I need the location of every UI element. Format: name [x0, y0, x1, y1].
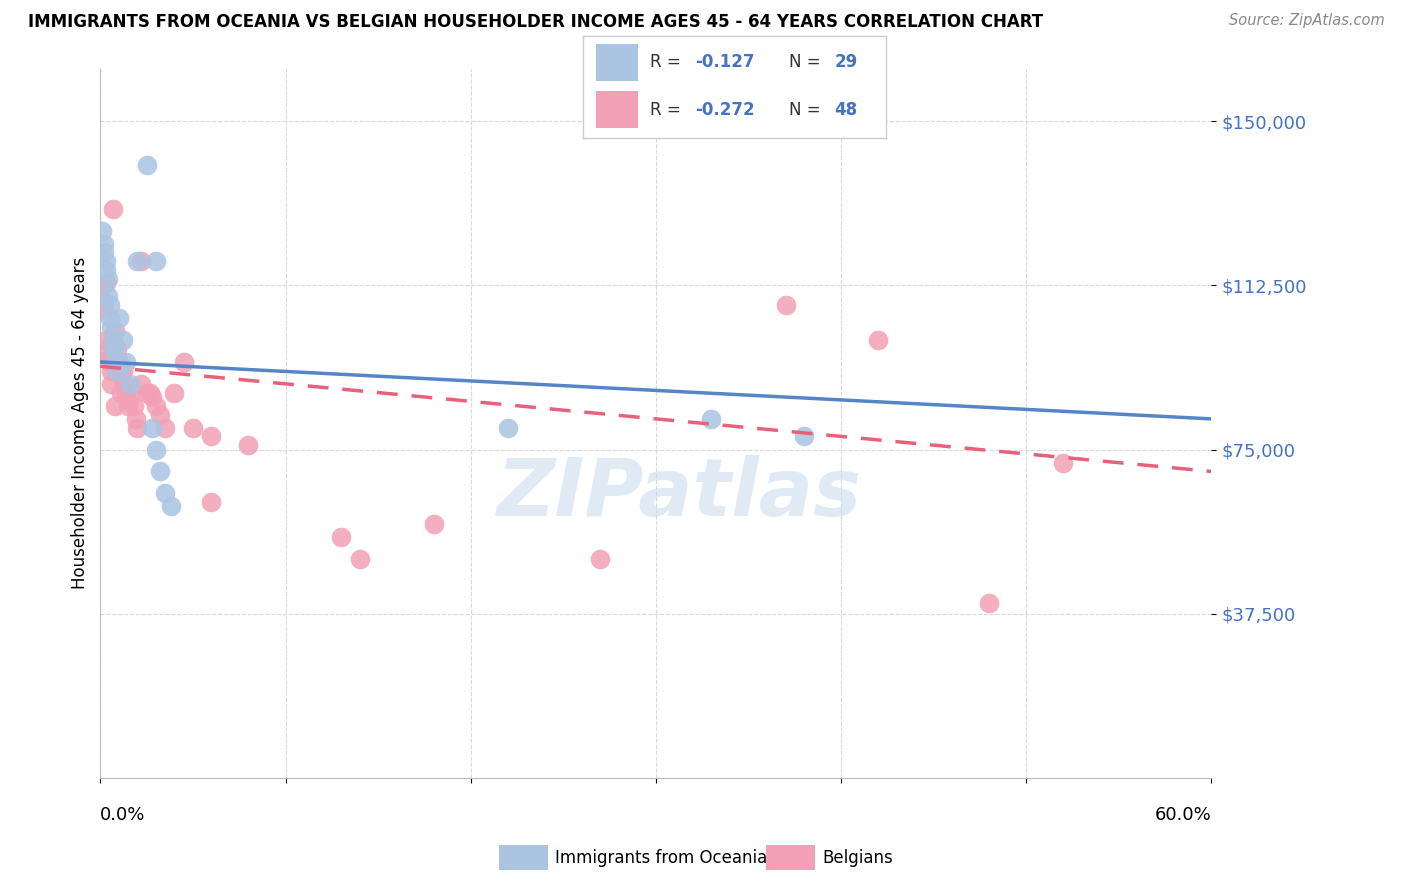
Point — [98, 355, 121, 369]
Point — [94, 263, 117, 277]
Point — [103, 333, 125, 347]
Text: Source: ZipAtlas.com: Source: ZipAtlas.com — [1229, 13, 1385, 29]
Point — [868, 333, 890, 347]
Point — [91, 223, 114, 237]
Point — [153, 486, 176, 500]
Text: 60.0%: 60.0% — [1154, 806, 1212, 824]
Point — [98, 351, 121, 365]
Point — [124, 412, 146, 426]
Point — [129, 376, 152, 391]
Point — [496, 420, 519, 434]
Point — [149, 465, 172, 479]
Point — [105, 342, 128, 356]
Point — [127, 254, 149, 268]
Point — [111, 364, 134, 378]
Point — [422, 516, 444, 531]
Point — [145, 399, 167, 413]
Point — [104, 351, 127, 365]
Point — [173, 355, 195, 369]
Text: Immigrants from Oceania: Immigrants from Oceania — [555, 849, 768, 867]
Point — [145, 442, 167, 457]
Bar — [596, 91, 638, 128]
Point — [181, 420, 204, 434]
Point — [129, 254, 152, 268]
Point — [141, 390, 163, 404]
Point — [98, 298, 121, 312]
Point — [94, 333, 117, 347]
Text: -0.127: -0.127 — [696, 54, 755, 71]
Point — [93, 293, 115, 308]
Point — [153, 420, 176, 434]
Point — [115, 355, 138, 369]
Text: 48: 48 — [834, 101, 858, 119]
Y-axis label: Householder Income Ages 45 - 64 years: Householder Income Ages 45 - 64 years — [72, 257, 89, 590]
Point — [775, 298, 797, 312]
Point — [127, 420, 149, 434]
Point — [115, 385, 138, 400]
Text: N =: N = — [789, 101, 825, 119]
Point — [330, 530, 353, 544]
Text: 0.0%: 0.0% — [100, 806, 146, 824]
Point — [94, 276, 117, 290]
Point — [793, 429, 815, 443]
Point — [145, 254, 167, 268]
Point — [111, 333, 134, 347]
Point — [97, 289, 120, 303]
Text: R =: R = — [650, 54, 686, 71]
Point — [93, 245, 115, 260]
Point — [108, 311, 131, 326]
Point — [135, 385, 157, 400]
Point — [110, 385, 132, 400]
Point — [349, 552, 371, 566]
Point — [135, 158, 157, 172]
Text: N =: N = — [789, 54, 825, 71]
Point — [105, 364, 128, 378]
Point — [589, 552, 612, 566]
Point — [100, 376, 122, 391]
Point — [104, 324, 127, 338]
Point — [104, 399, 127, 413]
Point — [110, 368, 132, 383]
Point — [97, 271, 120, 285]
Point — [97, 342, 120, 356]
Point — [139, 385, 162, 400]
Text: -0.272: -0.272 — [696, 101, 755, 119]
Point — [108, 355, 131, 369]
Text: Belgians: Belgians — [823, 849, 893, 867]
Point — [238, 438, 260, 452]
Point — [200, 429, 222, 443]
Text: ZIPatlas: ZIPatlas — [495, 455, 860, 533]
Point — [163, 385, 186, 400]
Point — [103, 202, 125, 216]
Point — [100, 364, 122, 378]
Point — [103, 342, 125, 356]
Point — [93, 302, 115, 317]
Point — [1052, 456, 1074, 470]
Point — [103, 333, 125, 347]
Text: IMMIGRANTS FROM OCEANIA VS BELGIAN HOUSEHOLDER INCOME AGES 45 - 64 YEARS CORRELA: IMMIGRANTS FROM OCEANIA VS BELGIAN HOUSE… — [28, 13, 1043, 31]
Point — [200, 495, 222, 509]
Point — [91, 280, 114, 294]
Point — [149, 408, 172, 422]
Text: R =: R = — [650, 101, 686, 119]
Point — [141, 420, 163, 434]
Point — [700, 412, 723, 426]
Point — [118, 376, 141, 391]
Point — [112, 376, 135, 391]
Point — [93, 236, 115, 251]
Point — [100, 319, 122, 334]
Point — [159, 500, 181, 514]
Point — [979, 596, 1001, 610]
Point — [98, 311, 121, 326]
Point — [117, 399, 139, 413]
Text: 29: 29 — [834, 54, 858, 71]
Point — [122, 399, 145, 413]
Bar — [596, 44, 638, 81]
Point — [118, 390, 141, 404]
Point — [94, 254, 117, 268]
